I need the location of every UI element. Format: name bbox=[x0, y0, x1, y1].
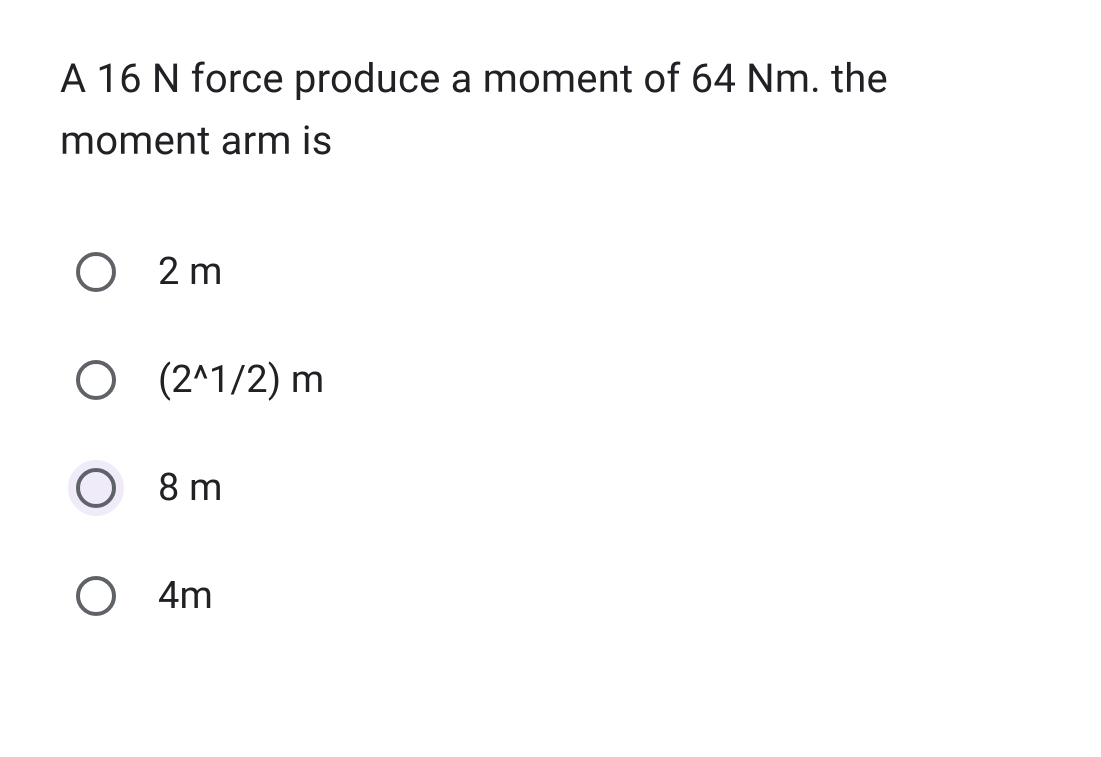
radio-icon bbox=[76, 360, 116, 400]
option-row[interactable]: 8 m bbox=[68, 460, 1041, 516]
radio-wrapper-1[interactable] bbox=[68, 352, 124, 408]
radio-icon bbox=[76, 468, 116, 508]
option-label: (2^1/2) m bbox=[158, 358, 324, 402]
option-row[interactable]: 4m bbox=[68, 568, 1041, 624]
option-row[interactable]: (2^1/2) m bbox=[68, 352, 1041, 408]
options-list: 2 m (2^1/2) m 8 m 4m bbox=[60, 244, 1041, 624]
radio-icon bbox=[76, 252, 116, 292]
radio-wrapper-0[interactable] bbox=[68, 244, 124, 300]
option-label: 2 m bbox=[158, 250, 223, 294]
radio-wrapper-3[interactable] bbox=[68, 568, 124, 624]
radio-wrapper-2[interactable] bbox=[68, 460, 124, 516]
question-text: A 16 N force produce a moment of 64 Nm. … bbox=[60, 48, 1041, 172]
option-label: 4m bbox=[158, 574, 213, 618]
radio-icon bbox=[76, 576, 116, 616]
option-label: 8 m bbox=[158, 466, 223, 510]
option-row[interactable]: 2 m bbox=[68, 244, 1041, 300]
